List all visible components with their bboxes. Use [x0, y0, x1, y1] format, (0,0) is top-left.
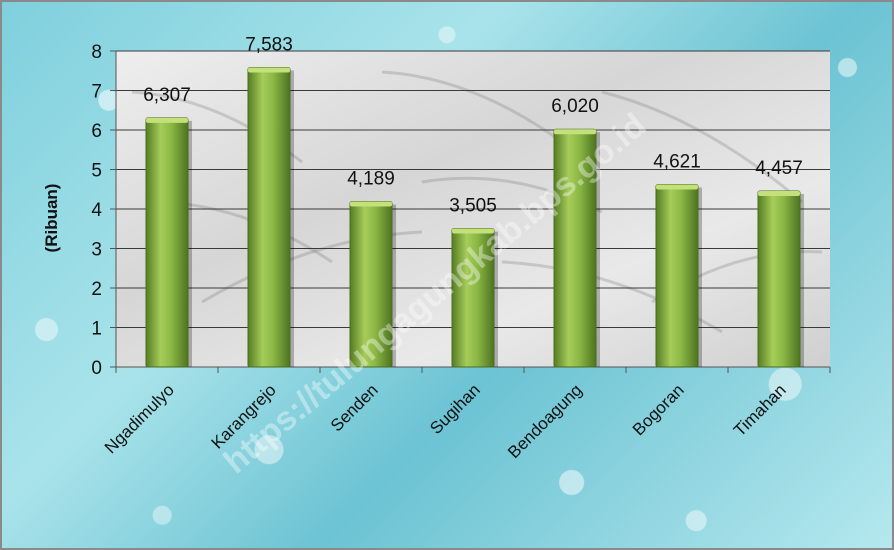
bar-cap — [656, 184, 698, 190]
bar-cap — [146, 117, 188, 123]
bar — [247, 66, 291, 368]
bar-cap — [248, 67, 290, 73]
plot-marble-texture — [131, 70, 823, 334]
data-label: 4,457 — [755, 158, 803, 179]
bar — [145, 117, 189, 368]
x-category-label: Sugihan — [426, 380, 484, 438]
bar-cap — [554, 129, 596, 135]
x-category-label: Ngadimulyo — [101, 380, 178, 457]
marble-streak — [201, 230, 423, 304]
x-category-label: Bendoagung — [504, 380, 586, 462]
data-label: 3,505 — [449, 196, 497, 217]
bar — [553, 128, 597, 368]
data-label: 4,189 — [347, 169, 395, 190]
y-tick-label: 1 — [91, 319, 102, 340]
bar — [655, 183, 699, 368]
marble-streak — [601, 90, 803, 204]
bar-cap — [350, 201, 392, 207]
y-tick-label: 6 — [91, 121, 102, 142]
bar-cap — [452, 228, 494, 234]
data-label: 6,020 — [551, 96, 599, 117]
y-tick-label: 7 — [91, 82, 102, 103]
data-label: 6,307 — [143, 85, 191, 106]
marble-streak — [381, 70, 563, 144]
bar-cap — [758, 190, 800, 196]
y-tick-label: 8 — [91, 42, 102, 63]
x-category-label: Bogoran — [629, 380, 688, 439]
y-tick-label: 5 — [91, 161, 102, 182]
x-category-label: Timahan — [730, 380, 790, 440]
bar — [757, 190, 801, 368]
y-tick-label: 0 — [91, 358, 102, 379]
y-axis-title: (Ribuan) — [42, 184, 61, 253]
y-tick-label: 2 — [91, 279, 102, 300]
data-label: 4,621 — [653, 151, 701, 172]
y-tick-label: 4 — [91, 200, 102, 221]
data-label: 7,583 — [245, 34, 293, 55]
y-tick-label: 3 — [91, 240, 102, 261]
